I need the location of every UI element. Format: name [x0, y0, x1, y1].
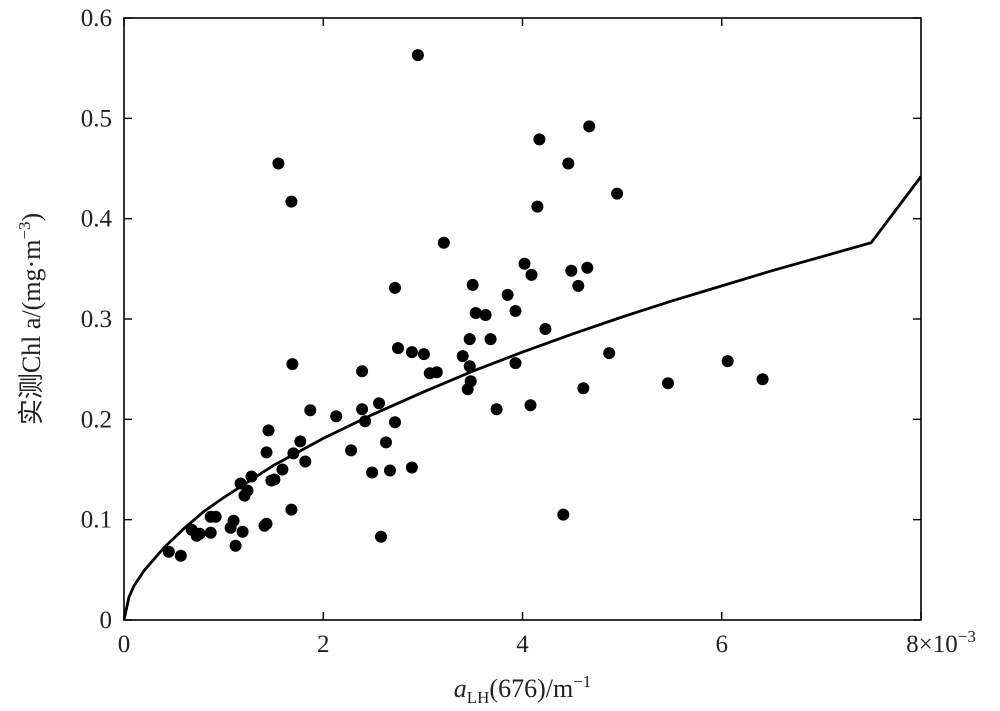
data-point	[209, 510, 222, 523]
data-point	[389, 281, 401, 294]
data-point	[456, 350, 469, 363]
y-tick-label: 0.5	[81, 105, 112, 132]
data-point	[285, 503, 298, 516]
data-point	[276, 463, 289, 476]
data-point	[375, 530, 387, 543]
data-point	[525, 268, 538, 281]
x-tick-label: 0	[118, 631, 131, 658]
data-point	[330, 410, 343, 423]
data-point	[509, 305, 522, 317]
x-tick-label: 4	[516, 631, 529, 658]
data-point	[236, 525, 249, 538]
data-points	[162, 49, 769, 562]
data-point	[464, 375, 477, 388]
data-point	[721, 355, 734, 368]
fitted-curve	[122, 175, 923, 621]
data-point	[384, 464, 396, 477]
data-point	[430, 366, 443, 379]
data-point	[162, 545, 175, 558]
data-point	[539, 323, 552, 335]
y-axis-ticks: 0 0.1 0.2 0.3 0.4 0.5 0.6	[81, 5, 921, 634]
data-point	[262, 424, 275, 437]
data-point	[204, 526, 217, 539]
data-point	[417, 348, 430, 361]
data-point	[229, 539, 242, 552]
data-point	[260, 517, 273, 530]
data-point	[193, 527, 206, 540]
data-point	[583, 120, 596, 133]
data-point	[405, 346, 418, 359]
data-point	[557, 508, 570, 521]
data-point	[272, 157, 285, 170]
x-tick-label: 2	[317, 631, 330, 658]
data-point	[392, 342, 404, 355]
data-point	[373, 397, 385, 410]
data-point	[518, 257, 531, 270]
data-point	[294, 435, 307, 448]
y-tick-label: 0	[100, 607, 113, 634]
data-point	[531, 200, 544, 213]
data-point	[509, 357, 522, 370]
data-point	[756, 373, 769, 386]
data-point	[345, 444, 358, 457]
data-point	[572, 279, 585, 292]
data-point	[490, 403, 503, 416]
data-point	[285, 195, 298, 208]
y-tick-label: 0.2	[81, 406, 112, 433]
data-point	[501, 288, 514, 301]
y-tick-label: 0.1	[81, 507, 112, 534]
data-point	[565, 264, 578, 277]
data-point	[562, 157, 575, 170]
data-point	[466, 278, 479, 291]
data-point	[241, 484, 254, 497]
data-point	[389, 416, 401, 429]
data-point	[286, 358, 299, 371]
x-axis-multiplier: 8×10−3	[906, 627, 976, 658]
x-axis-label: aLH(676)/m−1	[454, 672, 592, 707]
data-point	[304, 404, 317, 417]
data-point	[484, 333, 497, 346]
data-point	[479, 309, 492, 321]
y-tick-label: 0.6	[81, 5, 112, 32]
y-tick-label: 0.4	[81, 206, 113, 233]
data-point	[174, 549, 187, 562]
data-point	[603, 347, 616, 360]
data-point	[662, 377, 674, 390]
x-axis-ticks: 0 2 4 6	[118, 18, 922, 658]
data-point	[268, 473, 281, 486]
data-point	[577, 382, 590, 395]
data-point	[227, 514, 240, 527]
data-point	[260, 446, 273, 459]
data-point	[533, 133, 546, 146]
data-point	[405, 461, 418, 474]
data-point	[611, 187, 624, 200]
x-tick-label: 6	[716, 631, 729, 658]
data-point	[581, 261, 594, 274]
data-point	[366, 466, 379, 479]
data-point	[245, 470, 258, 483]
y-tick-label: 0.3	[81, 306, 112, 333]
y-axis-label: 实测Chl a/(mg·m−3)	[15, 213, 46, 425]
data-point	[524, 399, 537, 412]
data-point	[469, 307, 482, 319]
data-point	[356, 403, 369, 416]
data-point	[356, 365, 369, 378]
data-point	[411, 49, 424, 62]
data-point	[437, 236, 450, 249]
data-point	[463, 333, 476, 346]
data-point	[299, 455, 312, 468]
data-point	[463, 360, 476, 373]
data-point	[380, 436, 392, 449]
